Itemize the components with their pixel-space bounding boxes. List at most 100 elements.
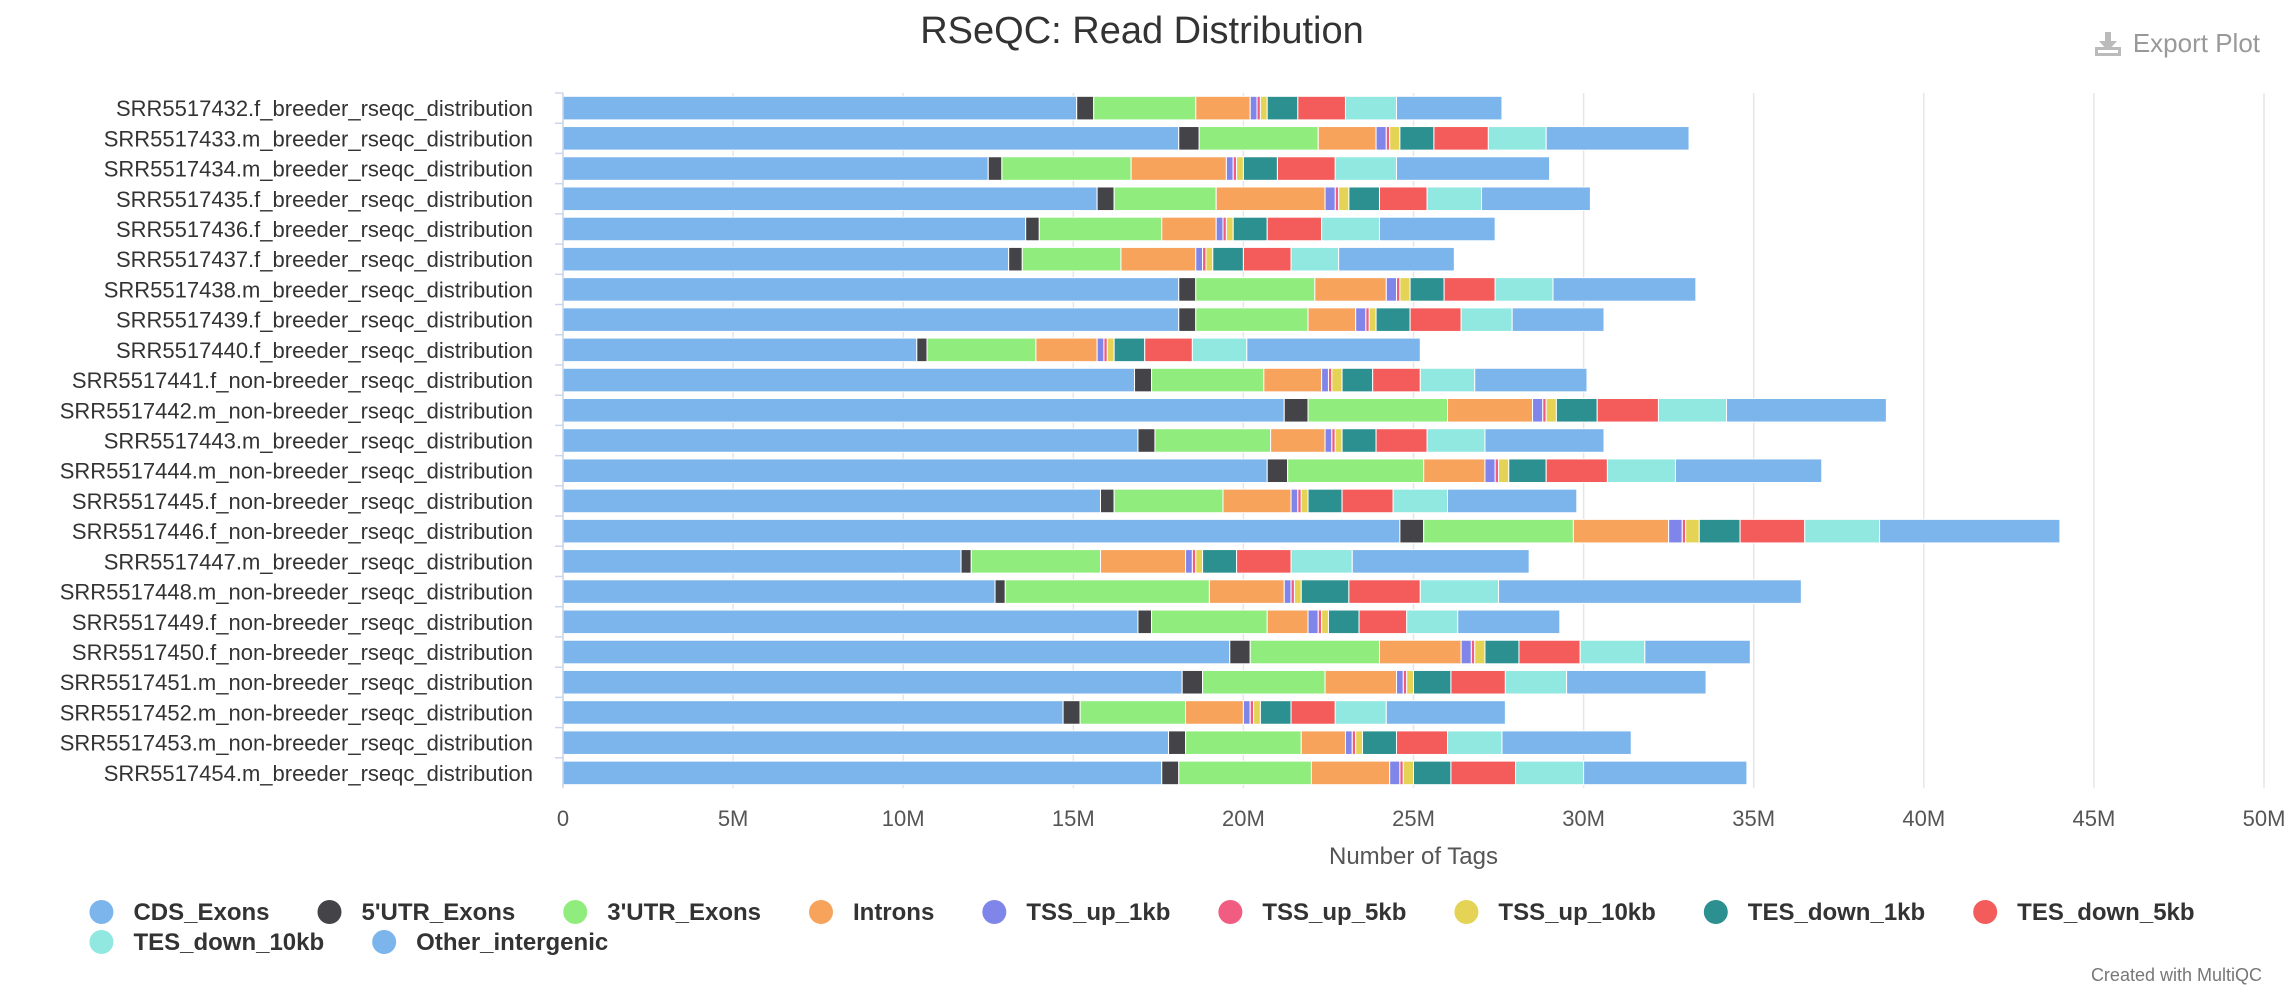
bar-segment-tss-up-5kb[interactable] (1681, 518, 1687, 544)
bar-segment-tes-down-5kb[interactable] (1433, 126, 1489, 151)
bar-segment-other-intergenic[interactable] (1378, 216, 1496, 242)
bar-segment-3-utr-exons[interactable] (1185, 730, 1302, 755)
bar-segment-5-utr-exons[interactable] (1178, 307, 1197, 332)
bar-segment-tss-up-5kb[interactable] (1331, 428, 1336, 453)
bar-segment-tss-up-10kb[interactable] (1331, 367, 1343, 393)
bar-segment-tes-down-10kb[interactable] (1406, 609, 1459, 635)
bar-segment-tss-up-1kb[interactable] (1460, 639, 1472, 665)
bar-segment-tes-down-5kb[interactable] (1545, 458, 1608, 484)
bar-segment-tss-up-1kb[interactable] (1484, 458, 1496, 484)
bar-segment-introns[interactable] (1423, 458, 1486, 484)
bar-segment-cds-exons[interactable] (562, 307, 1180, 332)
bar-segment-introns[interactable] (1185, 700, 1244, 725)
bar-segment-cds-exons[interactable] (562, 579, 996, 604)
bar-segment-tss-up-1kb[interactable] (1395, 669, 1404, 695)
bar-segment-tes-down-1kb[interactable] (1555, 397, 1598, 423)
legend-marker[interactable] (372, 930, 397, 954)
bar-segment-3-utr-exons[interactable] (926, 337, 1037, 363)
bar-segment-tss-up-5kb[interactable] (1334, 186, 1340, 212)
bar-segment-tss-up-10kb[interactable] (1399, 277, 1411, 302)
bar-segment-tes-down-5kb[interactable] (1518, 639, 1581, 665)
bar-segment-tes-down-10kb[interactable] (1191, 337, 1248, 363)
bar-segment-tss-up-10kb[interactable] (1402, 760, 1414, 786)
bar-segment-tes-down-10kb[interactable] (1487, 126, 1547, 151)
bar-segment-3-utr-exons[interactable] (970, 549, 1102, 574)
bar-segment-tes-down-5kb[interactable] (1341, 488, 1394, 514)
bar-segment-tes-down-1kb[interactable] (1300, 579, 1350, 604)
bar-segment-3-utr-exons[interactable] (1001, 156, 1132, 181)
bar-segment-tes-down-10kb[interactable] (1334, 700, 1387, 725)
bar-segment-other-intergenic[interactable] (1545, 126, 1690, 151)
bar-segment-tss-up-10kb[interactable] (1195, 549, 1204, 574)
bar-segment-5-utr-exons[interactable] (1181, 669, 1204, 695)
bar-segment-tss-up-5kb[interactable] (1249, 700, 1255, 725)
bar-segment-tes-down-5kb[interactable] (1242, 246, 1292, 272)
bar-segment-tes-down-5kb[interactable] (1450, 760, 1517, 786)
bar-segment-tss-up-1kb[interactable] (1215, 216, 1224, 242)
bar-segment-tes-down-5kb[interactable] (1144, 337, 1193, 363)
bar-segment-tss-up-5kb[interactable] (1202, 246, 1207, 272)
bar-segment-3-utr-exons[interactable] (1249, 639, 1380, 665)
bar-segment-other-intergenic[interactable] (1644, 639, 1751, 665)
bar-segment-tss-up-5kb[interactable] (1399, 760, 1404, 786)
bar-segment-tss-up-5kb[interactable] (1542, 397, 1547, 423)
bar-segment-tes-down-5kb[interactable] (1450, 669, 1506, 695)
bar-segment-tes-down-10kb[interactable] (1321, 216, 1380, 242)
bar-segment-introns[interactable] (1100, 549, 1187, 574)
bar-segment-5-utr-exons[interactable] (1229, 639, 1251, 665)
bar-segment-tes-down-10kb[interactable] (1657, 397, 1727, 423)
legend-label[interactable]: 5'UTR_Exons (361, 899, 515, 926)
bar-segment-tes-down-5kb[interactable] (1739, 518, 1806, 544)
bar-segment-cds-exons[interactable] (562, 95, 1078, 121)
bar-segment-introns[interactable] (1161, 216, 1217, 242)
bar-segment-tes-down-10kb[interactable] (1426, 186, 1483, 212)
bar-segment-tss-up-1kb[interactable] (1324, 186, 1336, 212)
bar-segment-tss-up-10kb[interactable] (1236, 156, 1244, 181)
bar-segment-other-intergenic[interactable] (1879, 518, 2061, 544)
bar-segment-cds-exons[interactable] (562, 730, 1170, 755)
bar-segment-tss-up-10kb[interactable] (1293, 579, 1302, 604)
bar-segment-introns[interactable] (1195, 95, 1251, 121)
legend-marker[interactable] (89, 900, 114, 924)
bar-segment-tes-down-1kb[interactable] (1327, 609, 1360, 635)
bar-segment-tes-down-10kb[interactable] (1494, 277, 1554, 302)
bar-segment-tes-down-5kb[interactable] (1297, 95, 1346, 121)
bar-segment-tes-down-5kb[interactable] (1443, 277, 1496, 302)
bar-segment-tss-up-1kb[interactable] (1668, 518, 1683, 544)
bar-segment-3-utr-exons[interactable] (1113, 488, 1224, 514)
bar-segment-tss-up-10kb[interactable] (1259, 95, 1268, 121)
bar-segment-other-intergenic[interactable] (1395, 156, 1551, 181)
bar-segment-introns[interactable] (1314, 277, 1387, 302)
bar-segment-tes-down-10kb[interactable] (1392, 488, 1449, 514)
bar-segment-cds-exons[interactable] (562, 397, 1285, 423)
bar-segment-tss-up-5kb[interactable] (1290, 579, 1295, 604)
bar-segment-tes-down-1kb[interactable] (1232, 216, 1268, 242)
bar-segment-tss-up-1kb[interactable] (1375, 126, 1387, 151)
bar-segment-3-utr-exons[interactable] (1151, 609, 1268, 635)
bar-segment-tss-up-5kb[interactable] (1317, 609, 1323, 635)
bar-segment-introns[interactable] (1310, 760, 1391, 786)
bar-segment-cds-exons[interactable] (562, 700, 1064, 725)
bar-segment-introns[interactable] (1300, 730, 1346, 755)
bar-segment-tss-up-10kb[interactable] (1685, 518, 1700, 544)
legend-label[interactable]: CDS_Exons (133, 899, 269, 926)
bar-segment-tes-down-1kb[interactable] (1341, 367, 1374, 393)
bar-segment-5-utr-exons[interactable] (1008, 246, 1023, 272)
bar-segment-cds-exons[interactable] (562, 518, 1401, 544)
bar-segment-5-utr-exons[interactable] (1100, 488, 1115, 514)
bar-segment-5-utr-exons[interactable] (1137, 609, 1153, 635)
bar-segment-tes-down-10kb[interactable] (1447, 730, 1503, 755)
bar-segment-5-utr-exons[interactable] (1134, 367, 1153, 393)
bar-segment-tes-down-1kb[interactable] (1341, 428, 1377, 453)
bar-segment-3-utr-exons[interactable] (1004, 579, 1210, 604)
bar-segment-tss-up-5kb[interactable] (1222, 216, 1227, 242)
export-plot-button[interactable]: Export Plot (2093, 28, 2260, 59)
bar-segment-cds-exons[interactable] (562, 186, 1098, 212)
bar-segment-tss-up-5kb[interactable] (1365, 307, 1370, 332)
bar-segment-tss-up-1kb[interactable] (1195, 246, 1204, 272)
bar-segment-tes-down-1kb[interactable] (1266, 95, 1299, 121)
bar-segment-tes-down-1kb[interactable] (1399, 126, 1435, 151)
bar-segment-tes-down-5kb[interactable] (1290, 700, 1336, 725)
legend-label[interactable]: TSS_up_10kb (1498, 899, 1655, 926)
bar-segment-5-utr-exons[interactable] (960, 549, 972, 574)
